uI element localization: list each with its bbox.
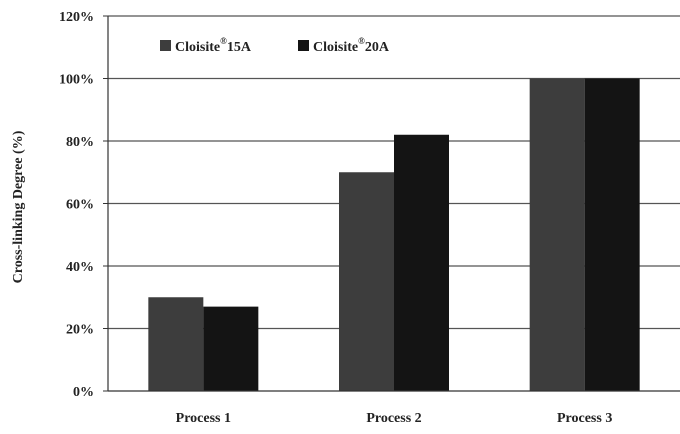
- y-tick-label: 20%: [66, 323, 94, 338]
- bar-1-process-1: [148, 297, 204, 391]
- legend-swatch: [298, 40, 309, 51]
- axes: [103, 15, 680, 392]
- legend-label: Cloisite®20A: [313, 36, 390, 55]
- bar-1-process-3: [529, 78, 585, 391]
- y-tick-label: 120%: [59, 10, 94, 25]
- y-tick-label: 80%: [66, 135, 94, 150]
- legend: Cloisite®15A Cloisite®20A: [160, 36, 390, 55]
- legend-label: Cloisite®15A: [175, 36, 252, 55]
- bars: [148, 78, 640, 391]
- x-tick-labels: Process 1 Process 2 Process 3: [176, 411, 613, 426]
- y-tick-labels: 0% 20% 40% 60% 80% 100% 120%: [59, 10, 94, 400]
- y-tick-label: 60%: [66, 198, 94, 213]
- y-tick-label: 40%: [66, 260, 94, 275]
- bar-2-process-1: [203, 306, 259, 391]
- x-tick-label: Process 3: [557, 411, 612, 426]
- x-tick-label: Process 1: [176, 411, 231, 426]
- legend-swatch: [160, 40, 171, 51]
- bar-2-process-2: [394, 134, 449, 391]
- bar-1-process-2: [339, 172, 394, 391]
- y-tick-label: 0%: [73, 385, 94, 400]
- x-tick-label: Process 2: [366, 411, 421, 426]
- y-tick-label: 100%: [59, 73, 94, 88]
- bar-2-process-3: [584, 78, 640, 391]
- y-axis-label: Cross-linking Degree (%): [11, 130, 26, 283]
